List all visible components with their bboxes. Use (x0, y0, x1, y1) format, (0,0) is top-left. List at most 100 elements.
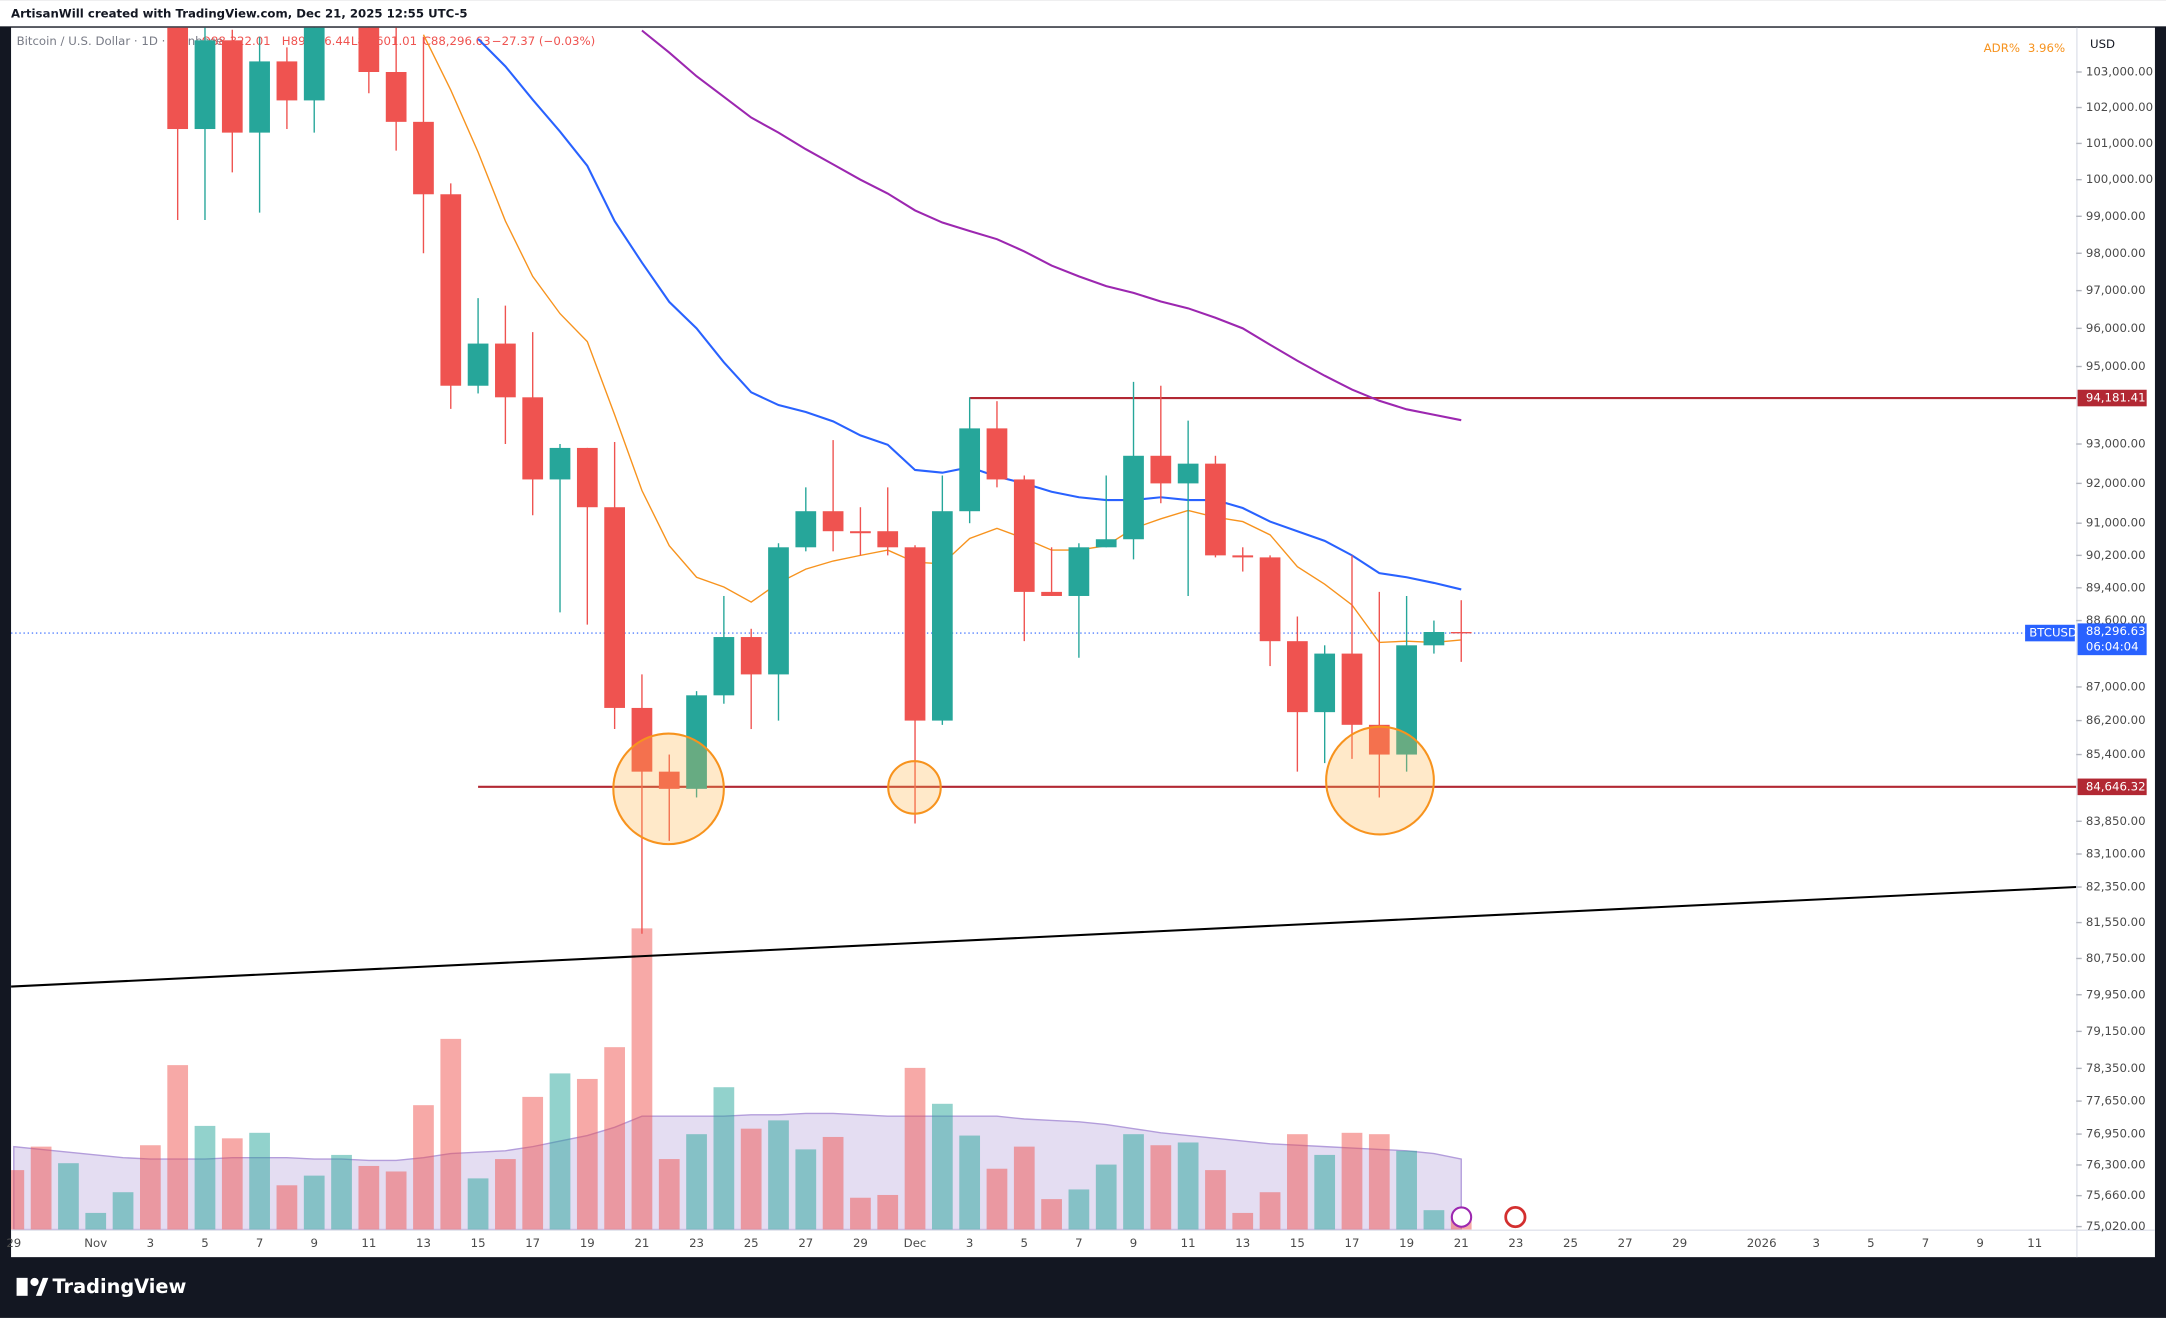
volume-bar (522, 1096, 544, 1230)
candle-body (440, 194, 462, 386)
volume-bar (549, 1073, 571, 1230)
volume-bar (768, 1120, 789, 1230)
volume-bar (331, 1154, 352, 1230)
volume-bar (1314, 1154, 1336, 1230)
volume-bar (276, 1185, 298, 1230)
volume-bar (904, 1067, 926, 1230)
currency: USD (2090, 37, 2115, 51)
trendline (11, 885, 2077, 988)
candle-body (1368, 724, 1390, 755)
volume-bar (986, 1168, 1008, 1230)
y-tick-label: 77,650.00 (2086, 1094, 2146, 1108)
ohlc-close: C88,296.63 (423, 34, 491, 48)
volume-bar (1123, 1134, 1144, 1230)
x-tick-label: 29 (1672, 1236, 1687, 1250)
x-tick-label: 7 (256, 1236, 263, 1250)
candle-body (1287, 641, 1308, 713)
volume-bar (604, 1047, 625, 1230)
adr-value: 3.96% (2028, 41, 2065, 55)
x-tick-label: 3 (1813, 1236, 1820, 1250)
x-tick-label: Nov (84, 1236, 107, 1250)
volume-bar (1177, 1142, 1199, 1230)
candle-body (740, 637, 762, 675)
x-tick-label: 27 (798, 1236, 813, 1250)
volume-bar (576, 1078, 598, 1230)
volume-bar (1095, 1164, 1117, 1230)
y-tick-label: 91,000.00 (2086, 516, 2146, 530)
y-tick-label: 76,300.00 (2086, 1157, 2146, 1171)
x-tick-label: 3 (966, 1236, 973, 1250)
x-tick-label: 9 (310, 1236, 317, 1250)
logo-mark (16, 1277, 28, 1296)
candle-body (385, 71, 407, 122)
plot-area (11, 27, 2077, 1230)
level-tag-label: 84,646.32 (2086, 779, 2146, 793)
credit: ArtisanWill created with TradingView.com… (11, 6, 467, 20)
candle-body (986, 428, 1008, 480)
x-tick-label: 11 (361, 1236, 376, 1250)
volume-bar (58, 1163, 79, 1230)
x-tick-label: 25 (1563, 1236, 1578, 1250)
y-tick-label: 100,000.00 (2086, 172, 2153, 186)
volume-bar (358, 1165, 380, 1230)
volume-bar (495, 1159, 516, 1230)
candle-body (959, 428, 981, 512)
x-tick-label: 9 (1130, 1236, 1137, 1250)
candle-body (413, 121, 434, 195)
candle-body (604, 507, 625, 708)
volume-bar (385, 1171, 407, 1230)
candle-body (221, 40, 243, 133)
ohlc-change: −27.37 (−0.03%) (492, 34, 595, 48)
symbol-tag (2025, 624, 2075, 642)
candle-body (1314, 653, 1336, 713)
moving-average (641, 29, 1462, 422)
level-tag (2077, 778, 2147, 796)
y-tick-label: 82,350.00 (2086, 880, 2146, 894)
volume-bar (1150, 1145, 1172, 1230)
candle-body (1150, 455, 1172, 484)
y-tick-label: 93,000.00 (2086, 437, 2146, 451)
volume-bar (822, 1136, 844, 1230)
y-tick-label: 83,850.00 (2086, 814, 2146, 828)
candle-body (1450, 632, 1472, 634)
volume-bar (850, 1197, 871, 1230)
y-tick-label: 87,000.00 (2086, 679, 2146, 693)
highlight-circle (1325, 725, 1435, 836)
adr-label: ADR% (1984, 41, 2020, 55)
candle-body (1041, 591, 1062, 596)
x-tick-label: 7 (1075, 1236, 1082, 1250)
y-tick-label: 95,000.00 (2086, 359, 2146, 373)
y-tick-label: 89,400.00 (2086, 580, 2146, 594)
x-tick-label: 19 (580, 1236, 595, 1250)
symbol: Bitcoin / U.S. Dollar · 1D · Coinbase (17, 34, 224, 48)
x-tick-label: 23 (1508, 1236, 1523, 1250)
candle-body (1095, 539, 1117, 548)
volume-bar (1259, 1192, 1281, 1230)
volume-bar (11, 1170, 25, 1230)
x-tick-label: 27 (1618, 1236, 1633, 1250)
volume-bar (740, 1128, 762, 1230)
event-icon[interactable] (1450, 1206, 1473, 1228)
event-icon[interactable] (1504, 1206, 1527, 1229)
candle-body (822, 511, 844, 532)
candle-body (549, 447, 571, 480)
x-tick-label: 5 (1021, 1236, 1028, 1250)
x-tick-label: 25 (744, 1236, 759, 1250)
volume-bar (413, 1105, 434, 1230)
candle-body (877, 531, 899, 548)
brand: TradingView (52, 1275, 186, 1298)
x-tick-label: 21 (1454, 1236, 1469, 1250)
highlight-circle (612, 732, 725, 846)
x-tick-label: 29 (853, 1236, 868, 1250)
volume-bar (686, 1134, 707, 1230)
candle-body (467, 343, 489, 386)
last-price-tag (2077, 623, 2147, 656)
y-tick-label: 90,200.00 (2086, 548, 2146, 562)
volume-bar (194, 1125, 216, 1230)
candle-body (249, 61, 270, 133)
x-tick-label: 2026 (1747, 1236, 1777, 1250)
x-tick-label: 13 (416, 1236, 431, 1250)
volume-bar (1041, 1199, 1062, 1230)
y-tick-label: 83,100.00 (2086, 846, 2146, 860)
